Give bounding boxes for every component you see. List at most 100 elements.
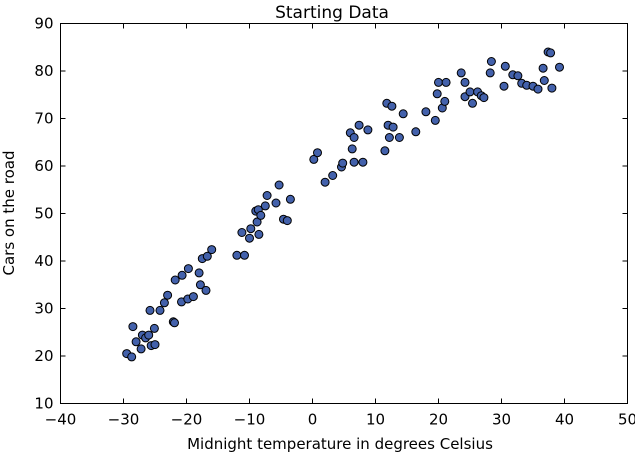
data-point — [240, 250, 249, 260]
x-tick-label: 10 — [366, 411, 385, 429]
data-point — [398, 109, 408, 119]
data-point — [456, 68, 466, 78]
data-point — [144, 330, 154, 340]
data-point — [183, 264, 193, 274]
ticks-layer: −40 −30 −20 −10 0 10 20 30 40 50 10 20 30 40 50 60 70 80 9… — [34, 15, 635, 429]
data-point — [150, 340, 160, 350]
data-point — [411, 127, 421, 137]
data-point — [347, 144, 357, 154]
data-point — [555, 62, 564, 72]
data-point — [387, 101, 397, 111]
data-point — [188, 292, 198, 302]
points-layer — [122, 47, 564, 362]
data-point — [430, 115, 440, 125]
x-tick-label: −10 — [234, 411, 266, 429]
data-point — [170, 275, 180, 285]
x-tick-label: 0 — [308, 411, 318, 429]
data-point — [384, 133, 394, 142]
y-tick-label: 60 — [34, 157, 53, 175]
data-point — [232, 250, 242, 260]
data-point — [136, 344, 146, 354]
x-tick-label: 40 — [555, 411, 574, 429]
data-point — [271, 198, 281, 208]
data-point — [460, 77, 470, 87]
data-point — [538, 63, 548, 73]
data-point — [202, 251, 212, 261]
data-point — [539, 76, 549, 85]
x-tick-label: −40 — [45, 411, 77, 429]
data-point — [201, 285, 211, 295]
data-point — [380, 146, 390, 156]
data-point — [155, 305, 165, 315]
data-point — [465, 87, 475, 97]
data-point — [252, 217, 262, 227]
chart-title: Starting Data — [275, 3, 389, 23]
data-point — [432, 89, 442, 99]
data-point — [421, 107, 431, 117]
data-point — [479, 93, 489, 103]
data-point — [434, 77, 443, 87]
data-point — [128, 322, 138, 332]
data-point — [282, 216, 292, 226]
y-axis-label: Cars on the road — [0, 151, 18, 276]
data-point — [546, 48, 556, 58]
data-point — [177, 270, 187, 280]
data-point — [170, 318, 179, 328]
x-tick-label: 50 — [618, 411, 635, 429]
data-point — [358, 157, 368, 167]
data-point — [194, 268, 204, 278]
data-point — [254, 229, 264, 239]
data-point — [313, 148, 322, 158]
data-point — [468, 98, 477, 108]
y-tick-label: 40 — [34, 252, 53, 270]
data-point — [485, 68, 495, 78]
data-point — [237, 228, 247, 237]
data-point — [349, 133, 359, 142]
data-point — [394, 133, 404, 142]
data-point — [274, 180, 284, 190]
data-point — [547, 83, 557, 93]
data-point — [328, 171, 338, 180]
y-tick-label: 10 — [34, 395, 53, 413]
y-tick-label: 70 — [34, 110, 53, 128]
x-tick-label: −30 — [108, 411, 140, 429]
y-tick-label: 30 — [34, 300, 53, 318]
x-tick-label: 20 — [429, 411, 448, 429]
data-point — [149, 323, 159, 333]
data-point — [163, 290, 173, 300]
y-tick-label: 20 — [34, 347, 53, 365]
data-point — [127, 352, 137, 362]
data-point — [320, 177, 330, 187]
data-point — [195, 280, 205, 290]
data-point — [533, 84, 543, 94]
data-point — [499, 81, 509, 91]
data-point — [486, 57, 496, 66]
data-point — [262, 191, 272, 200]
y-tick-label: 80 — [34, 62, 53, 80]
y-tick-label: 90 — [34, 15, 53, 33]
data-point — [285, 194, 295, 204]
data-point — [500, 61, 510, 71]
data-point — [354, 120, 364, 130]
data-point — [159, 298, 169, 308]
data-point — [513, 71, 523, 81]
x-axis-label: Midnight temperature in degrees Celsius — [187, 435, 493, 453]
data-point — [246, 224, 256, 234]
data-point — [309, 154, 319, 164]
data-point — [349, 157, 359, 167]
data-point — [441, 77, 451, 87]
data-point — [207, 245, 217, 255]
data-point — [338, 158, 348, 168]
y-tick-label: 50 — [34, 205, 53, 223]
data-point — [363, 125, 373, 135]
data-point — [256, 210, 266, 220]
x-tick-label: −20 — [171, 411, 203, 429]
x-tick-label: 30 — [492, 411, 511, 429]
data-point — [131, 337, 141, 347]
data-point — [145, 305, 155, 315]
data-point — [440, 96, 450, 106]
data-point — [388, 122, 398, 132]
data-point — [260, 201, 270, 211]
data-point — [245, 233, 254, 243]
